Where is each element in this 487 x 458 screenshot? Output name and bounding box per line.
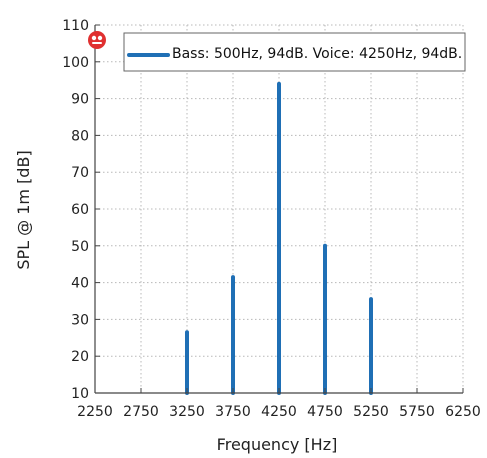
- logo-dot-b: [97, 35, 103, 41]
- x-tick-label: 4250: [261, 404, 297, 420]
- x-tick-label: 5750: [399, 404, 435, 420]
- x-tick-label: 5250: [353, 404, 389, 420]
- logo-badge: [88, 31, 106, 49]
- tick-labels: 2250 2750 3250 3750 4250 4750 5250 5750 6250 10 20…: [62, 18, 481, 420]
- axes-layer: [94, 24, 464, 394]
- legend-label: Bass: 500Hz, 94dB. Voice: 4250Hz, 94dB.: [172, 46, 462, 62]
- x-tick-label: 2250: [77, 404, 113, 420]
- legend: Bass: 500Hz, 94dB. Voice: 4250Hz, 94dB.: [123, 32, 466, 72]
- y-tick-label: 40: [71, 276, 89, 292]
- x-axis-label: Frequency [Hz]: [217, 435, 338, 454]
- legend-box: [123, 32, 466, 72]
- y-tick-label: 100: [62, 55, 89, 71]
- x-tick-label: 4750: [307, 404, 343, 420]
- y-axis-label: SPL @ 1m [dB]: [14, 150, 33, 269]
- y-tick-label: 30: [71, 312, 89, 328]
- x-tick-label: 2750: [123, 404, 159, 420]
- y-tick-label: 60: [71, 202, 89, 218]
- x-tick-label: 6250: [445, 404, 481, 420]
- y-tick-label: 70: [71, 165, 89, 181]
- y-tick-label: 110: [62, 18, 89, 34]
- y-tick-label: 80: [71, 128, 89, 144]
- y-tick-label: 20: [71, 349, 89, 365]
- red-badge-icon: [88, 31, 106, 49]
- y-tick-label: 10: [71, 386, 89, 402]
- bars-layer: [185, 81, 373, 395]
- logo-bar: [92, 42, 102, 44]
- x-tick-label: 3750: [215, 404, 251, 420]
- y-tick-label: 90: [71, 92, 89, 108]
- y-tick-label: 50: [71, 239, 89, 255]
- x-tick-label: 3250: [169, 404, 205, 420]
- logo-dot-a: [91, 35, 97, 41]
